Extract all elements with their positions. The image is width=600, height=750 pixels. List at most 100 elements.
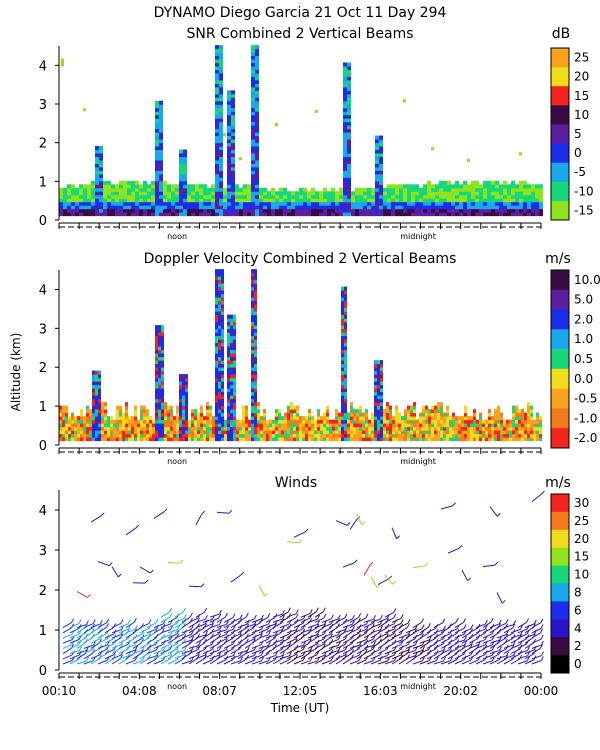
doppler-cell: [233, 349, 236, 354]
wind-barb: [370, 642, 380, 649]
doppler-cell: [389, 419, 392, 424]
doppler-cell: [224, 433, 227, 438]
wind-barb: [314, 638, 325, 644]
doppler-cell: [263, 409, 266, 414]
snr-cell: [135, 184, 139, 189]
doppler-cell: [515, 416, 518, 421]
doppler-cell: [203, 437, 206, 442]
snr-cell: [363, 208, 367, 213]
doppler-cell: [254, 332, 257, 337]
wind-barb: [335, 631, 345, 639]
doppler-cell: [218, 398, 221, 403]
doppler-cell: [245, 433, 248, 438]
wind-barb: [219, 620, 222, 625]
x-tick-label: 12:05: [283, 684, 318, 698]
doppler-colorbar-unit: m/s: [545, 251, 571, 267]
doppler-cell: [215, 332, 218, 337]
doppler-cell: [227, 328, 230, 333]
doppler-cell: [371, 430, 374, 435]
doppler-cell: [500, 423, 503, 428]
doppler-cell: [158, 398, 161, 403]
snr-cell: [215, 173, 219, 178]
doppler-cell: [173, 430, 176, 435]
y-tick-label: 2: [39, 361, 47, 376]
doppler-cell: [518, 430, 521, 435]
doppler-cell: [254, 356, 257, 361]
wind-barb: [419, 653, 430, 660]
snr-cell: [159, 100, 163, 105]
snr-cell: [343, 76, 347, 81]
snr-cell: [467, 212, 471, 217]
snr-cell: [539, 191, 543, 196]
wind-barb: [127, 624, 131, 630]
snr-cell: [331, 205, 335, 210]
doppler-cell: [155, 416, 158, 421]
doppler-cell: [77, 419, 80, 424]
wind-barb: [258, 617, 268, 623]
doppler-cell: [161, 349, 164, 354]
doppler-cell: [410, 437, 413, 442]
snr-cell: [179, 201, 183, 206]
snr-cell: [255, 142, 259, 147]
wind-barb: [188, 637, 198, 644]
snr-cell: [187, 208, 191, 213]
snr-cell: [83, 201, 87, 206]
wind-barb: [188, 627, 198, 634]
snr-cell: [271, 212, 275, 217]
snr-cell: [215, 111, 219, 116]
snr-cell: [479, 187, 483, 192]
doppler-cell: [155, 370, 158, 375]
doppler-cell: [455, 419, 458, 424]
snr-cell: [147, 205, 151, 210]
doppler-cell: [215, 384, 218, 389]
doppler-cell: [176, 409, 179, 414]
doppler-cell: [254, 321, 257, 326]
doppler-cell: [128, 416, 131, 421]
doppler-cell: [347, 433, 350, 438]
wind-barb: [377, 637, 387, 644]
wind-barb: [111, 637, 121, 644]
doppler-cell: [143, 433, 146, 438]
snr-cell: [103, 198, 107, 203]
snr-cell: [175, 191, 179, 196]
snr-cell: [179, 152, 183, 157]
doppler-cell: [281, 430, 284, 435]
doppler-cell: [311, 430, 314, 435]
wind-barb: [258, 638, 269, 644]
snr-cell: [355, 191, 359, 196]
snr-cell: [343, 163, 347, 168]
doppler-cell: [167, 416, 170, 421]
doppler-cell: [221, 328, 224, 333]
snr-cell: [395, 212, 399, 217]
doppler-cell: [488, 416, 491, 421]
snr-cell: [495, 201, 499, 206]
doppler-cell: [299, 430, 302, 435]
snr-cell: [399, 191, 403, 196]
wind-barb: [188, 644, 199, 649]
doppler-cell: [179, 426, 182, 431]
doppler-cell: [377, 416, 380, 421]
wind-barb: [330, 614, 334, 620]
doppler-cell: [356, 423, 359, 428]
snr-cell: [471, 212, 475, 217]
snr-cell: [215, 97, 219, 102]
snr-cell: [487, 187, 491, 192]
doppler-cell: [332, 433, 335, 438]
wind-barb: [167, 622, 178, 629]
doppler-cell: [341, 370, 344, 375]
colorbar-swatch: [551, 181, 569, 202]
snr-cell: [219, 166, 223, 171]
wind-barb: [419, 642, 429, 649]
doppler-cell: [488, 437, 491, 442]
wind-barb: [216, 511, 229, 514]
doppler-cell: [185, 405, 188, 410]
snr-cell: [171, 194, 175, 199]
snr-cell: [235, 208, 239, 213]
wind-barb: [202, 632, 212, 639]
snr-cell: [347, 152, 351, 157]
snr-cell: [407, 201, 411, 206]
doppler-cell: [500, 430, 503, 435]
wind-barb: [230, 654, 241, 660]
snr-cell: [439, 194, 443, 199]
doppler-cell: [350, 416, 353, 421]
